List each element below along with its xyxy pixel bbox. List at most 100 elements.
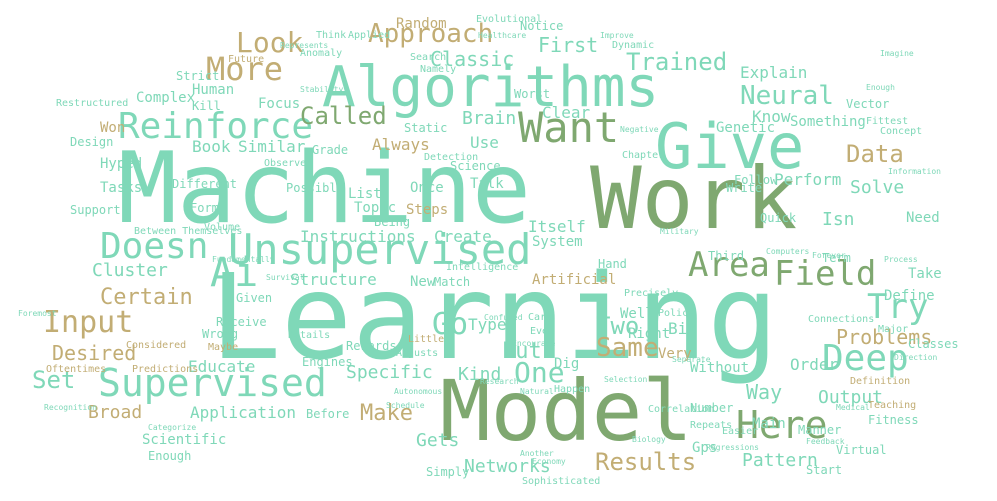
- cloud-word-structure: Structure: [290, 270, 377, 289]
- cloud-word-grade: Grade: [312, 143, 348, 157]
- cloud-word-desired: Desired: [52, 341, 136, 365]
- cloud-word-follow: Follow: [734, 173, 778, 187]
- cloud-word-simply: Simply: [426, 465, 469, 479]
- cloud-word-forever: Forever: [812, 251, 846, 260]
- cloud-word-different: Different: [172, 177, 237, 191]
- cloud-word-explain: Explain: [740, 63, 807, 82]
- cloud-word-little: Little: [408, 334, 444, 345]
- cloud-word-applied: Applied: [348, 30, 390, 41]
- cloud-word-put: Put: [502, 339, 542, 364]
- cloud-word-strict: Strict: [176, 69, 219, 83]
- cloud-word-recognition: Recognition: [44, 403, 97, 412]
- cloud-word-classes: Classes: [908, 337, 959, 351]
- cloud-word-think: Think: [316, 30, 346, 41]
- cloud-word-more: More: [206, 50, 283, 88]
- cloud-word-encourage: Encourage: [512, 339, 556, 348]
- cloud-word-fundamentally: Fundamentally: [212, 255, 275, 264]
- cloud-word-stability: Stability: [300, 85, 344, 94]
- cloud-word-work: Work: [590, 149, 797, 249]
- cloud-word-oftentimes: Oftentimes: [46, 364, 106, 375]
- cloud-word-use: Use: [470, 133, 499, 152]
- cloud-word-bit: Bit: [668, 319, 697, 338]
- cloud-word-talk: Talk: [470, 176, 504, 192]
- cloud-word-need: Need: [906, 210, 940, 226]
- cloud-word-restructured: Restructured: [56, 98, 128, 109]
- cloud-word-medical: Medical: [836, 403, 870, 412]
- cloud-word-solve: Solve: [850, 177, 904, 198]
- cloud-word-supervised: Supervised: [98, 361, 327, 405]
- cloud-word-go: Go: [432, 307, 468, 342]
- cloud-word-adjusts: Adjusts: [396, 348, 438, 359]
- cloud-word-once: Once: [410, 180, 444, 196]
- cloud-word-scientific: Scientific: [142, 432, 226, 448]
- cloud-word-economy: Economy: [532, 457, 566, 466]
- cloud-word-random: Random: [396, 16, 447, 32]
- cloud-word-right: Right: [628, 326, 670, 342]
- cloud-word-being: Being: [374, 215, 410, 229]
- cloud-word-area: Area: [688, 245, 770, 285]
- cloud-word-confused: Confused: [484, 313, 523, 322]
- cloud-word-new: New: [410, 274, 436, 290]
- cloud-word-enough: Enough: [866, 83, 895, 92]
- cloud-word-unsupervised: Unsupervised: [228, 225, 531, 274]
- cloud-word-results: Results: [595, 448, 696, 476]
- cloud-word-quick: Quick: [760, 211, 797, 225]
- cloud-word-set: Set: [32, 366, 75, 394]
- cloud-word-information: Information: [888, 167, 941, 176]
- cloud-word-start: Start: [806, 463, 842, 477]
- cloud-word-healthcare: Healthcare: [478, 31, 526, 40]
- cloud-word-look: Look: [236, 26, 304, 59]
- cloud-word-give: Give: [655, 110, 804, 183]
- cloud-word-gps: Gps: [692, 440, 717, 456]
- cloud-word-write: Write: [726, 181, 762, 195]
- cloud-word-output: Output: [818, 387, 883, 408]
- cloud-word-way: Way: [746, 380, 782, 404]
- cloud-word-before: Before: [306, 407, 349, 421]
- cloud-word-learning: Learning: [210, 248, 778, 386]
- cloud-word-first: First: [538, 33, 598, 57]
- cloud-word-support: Support: [70, 203, 121, 217]
- cloud-word-number: Number: [690, 401, 733, 415]
- cloud-word-survival: Survival: [266, 273, 305, 282]
- cloud-word-model: Model: [440, 362, 693, 460]
- cloud-word-major: Major: [878, 324, 908, 335]
- cloud-word-won: Won: [100, 120, 125, 136]
- cloud-word-kill: Kill: [192, 99, 221, 113]
- cloud-word-brain: Brain: [462, 108, 516, 129]
- cloud-word-topic: Topic: [354, 200, 396, 216]
- cloud-word-steps: Steps: [406, 202, 448, 218]
- cloud-word-military: Military: [660, 227, 699, 236]
- cloud-word-networks: Networks: [464, 456, 551, 477]
- cloud-word-doesn: Doesn: [100, 226, 208, 267]
- cloud-word-details: Details: [288, 330, 330, 341]
- cloud-word-notice: Notice: [520, 19, 563, 33]
- cloud-word-similar: Similar: [238, 137, 306, 156]
- cloud-word-perform: Perform: [774, 170, 841, 189]
- cloud-word-improve: Improve: [600, 31, 634, 40]
- cloud-word-well: Well: [620, 306, 654, 322]
- cloud-word-manner: Manner: [798, 423, 841, 437]
- cloud-word-one: One: [514, 356, 565, 389]
- cloud-word-term: Term: [822, 251, 851, 265]
- cloud-word-fittest: Fittest: [866, 116, 908, 127]
- cloud-word-complex: Complex: [136, 90, 195, 106]
- cloud-word-receive: Receive: [216, 315, 267, 329]
- cloud-word-cars: Cars: [528, 312, 552, 323]
- cloud-word-here: Here: [736, 403, 828, 447]
- cloud-word-virtual: Virtual: [836, 443, 887, 457]
- cloud-word-ai: Ai: [210, 250, 258, 296]
- cloud-word-teaching: Teaching: [868, 400, 916, 411]
- cloud-word-namely: Namely: [420, 64, 456, 75]
- cloud-word-evolutional: Evolutional: [476, 14, 542, 25]
- cloud-word-even: Even: [530, 326, 554, 337]
- cloud-word-considered: Considered: [126, 340, 186, 351]
- cloud-word-approach: Approach: [368, 19, 493, 49]
- cloud-word-problems: Problems: [836, 325, 932, 349]
- cloud-word-order: Order: [790, 355, 839, 374]
- cloud-word-genetic: Genetic: [716, 120, 775, 136]
- cloud-word-correlation: Correlation: [648, 404, 714, 415]
- cloud-word-cluster: Cluster: [92, 260, 168, 281]
- cloud-word-try: Try: [867, 287, 928, 327]
- cloud-word-regressions: Regressions: [706, 443, 759, 452]
